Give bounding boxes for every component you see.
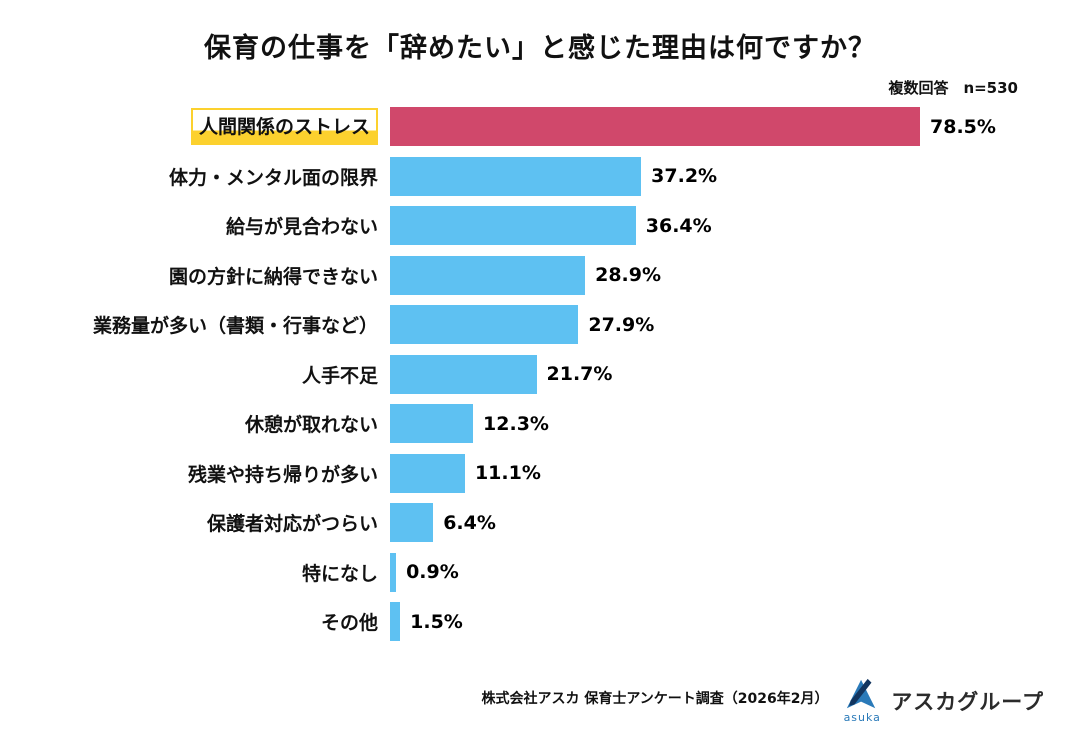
bar-area: 12.3% [378, 404, 1080, 444]
bar [390, 354, 537, 394]
bar-area: 36.4% [378, 206, 1080, 246]
bar [390, 404, 474, 444]
asuka-logo-mark: asuka [841, 677, 883, 724]
category-label: 体力・メンタル面の限界 [168, 166, 378, 189]
value-label: 0.9% [406, 561, 459, 584]
category-label: 業務量が多い（書類・行事など） [92, 315, 378, 338]
bar-area: 0.9% [378, 552, 1080, 592]
highlighted-category-label: 人間関係のストレス [190, 108, 378, 146]
category-label: 園の方針に納得できない [168, 265, 378, 288]
infographic-page: 保育の仕事を「辞めたい」と感じた理由は何ですか？ 複数回答 n=530 人間関係… [0, 26, 1080, 746]
value-label: 36.4% [645, 214, 712, 237]
response-note: 複数回答 n=530 [888, 79, 1018, 97]
bar-area: 11.1% [378, 453, 1080, 493]
chart-row: 園の方針に納得できない 28.9% [10, 251, 1080, 301]
asuka-logo-label: asuka [843, 711, 881, 724]
bar [390, 156, 642, 196]
asuka-logo: asuka アスカグループ [841, 677, 1044, 724]
chart-row: その他 1.5% [10, 597, 1080, 647]
bar-chart: 人間関係のストレス 78.5% 体力・メンタル面の限界 37.2% 給与が見合わない 36… [0, 102, 1080, 647]
chart-row: 人手不足 21.7% [10, 350, 1080, 400]
chart-row: 業務量が多い（書類・行事など） 27.9% [10, 300, 1080, 350]
chart-row: 人間関係のストレス 78.5% [10, 102, 1080, 152]
category-label: 給与が見合わない [225, 216, 378, 239]
chart-row: 休憩が取れない 12.3% [10, 399, 1080, 449]
value-label: 11.1% [474, 462, 541, 485]
bar [390, 503, 434, 543]
value-label: 12.3% [483, 412, 549, 435]
bar [390, 305, 579, 345]
asuka-logo-icon [847, 678, 876, 709]
value-label: 28.9% [595, 264, 662, 287]
category-label: 残業や持ち帰りが多い [187, 463, 378, 486]
category-label: 休憩が取れない [244, 414, 378, 437]
bar [390, 552, 397, 592]
category-label: その他 [320, 612, 378, 635]
category-label: 保護者対応がつらい [206, 513, 378, 536]
category-label: 特になし [301, 562, 378, 585]
bar [390, 107, 920, 147]
bar-area: 27.9% [378, 305, 1080, 345]
chart-rows: 人間関係のストレス 78.5% 体力・メンタル面の限界 37.2% 給与が見合わない 36… [10, 102, 1080, 647]
category-label: 人手不足 [301, 364, 378, 387]
chart-row: 体力・メンタル面の限界 37.2% [10, 152, 1080, 202]
category-label: 人間関係のストレス [10, 108, 378, 146]
bar-area: 6.4% [378, 503, 1080, 543]
bar-area: 21.7% [378, 354, 1080, 394]
bar [390, 453, 465, 493]
footer-source: 株式会社アスカ 保育士アンケート調査（2026年2月） [481, 691, 829, 707]
bar-area: 1.5% [378, 602, 1080, 642]
bar-area: 37.2% [378, 156, 1080, 196]
chart-row: 残業や持ち帰りが多い 11.1% [10, 449, 1080, 499]
value-label: 37.2% [651, 165, 718, 188]
bar-area: 78.5% [378, 107, 1080, 147]
chart-row: 特になし 0.9% [10, 548, 1080, 598]
chart-row: 給与が見合わない 36.4% [10, 201, 1080, 251]
bar-area: 28.9% [378, 255, 1080, 295]
value-label: 1.5% [410, 610, 463, 633]
chart-row: 保護者対応がつらい 6.4% [10, 498, 1080, 548]
bar [390, 602, 401, 642]
page-title: 保育の仕事を「辞めたい」と感じた理由は何ですか？ [204, 33, 876, 64]
logo-company-name: アスカグループ [891, 689, 1044, 714]
value-label: 78.5% [930, 115, 996, 138]
value-label: 6.4% [443, 511, 496, 534]
value-label: 27.9% [588, 313, 655, 336]
bar [390, 255, 586, 295]
value-label: 21.7% [546, 363, 613, 386]
bar [390, 206, 636, 246]
